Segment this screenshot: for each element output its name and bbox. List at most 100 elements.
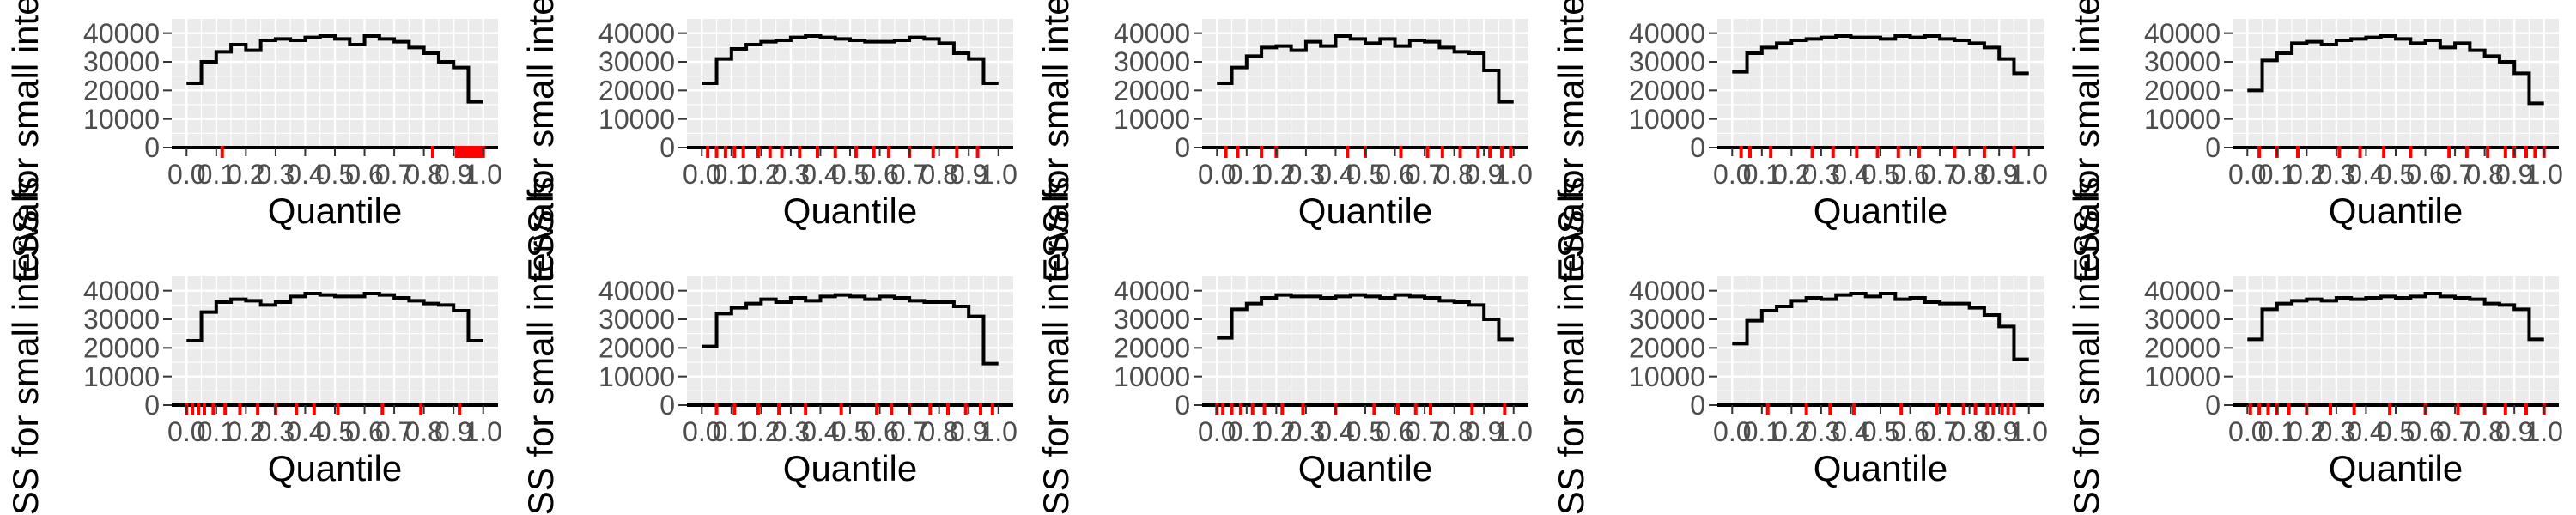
x-tick-label: 0.7 — [890, 416, 928, 447]
y-tick-label: 20000 — [2144, 333, 2221, 364]
x-tick-label: 0.6 — [345, 416, 383, 447]
x-tick-label: 0.2 — [1772, 159, 1810, 190]
panel-9: 0.00.10.20.30.40.50.60.70.80.91.0 0100002… — [1551, 177, 2048, 515]
panel-7: 0.00.10.20.30.40.50.60.70.80.91.0 0100002… — [520, 177, 1018, 515]
x-tick-label: 0.6 — [2406, 159, 2444, 190]
y-tick-label: 20000 — [1629, 76, 1705, 106]
ess-step-line — [186, 292, 483, 342]
x-tick-label: 1.0 — [979, 159, 1017, 190]
y-axis-title: ESS for small intervals — [1036, 0, 1076, 282]
x-tick-label: 0.2 — [2287, 416, 2325, 447]
y-tick-label: 20000 — [598, 76, 675, 106]
y-tick-label: 40000 — [598, 18, 675, 49]
x-tick-label: 0.4 — [286, 159, 324, 190]
x-tick-label: 0.2 — [1257, 159, 1295, 190]
x-tick-label: 0.0 — [167, 159, 205, 190]
x-tick-label: 0.0 — [1198, 416, 1236, 447]
y-axis-title: ESS for small intervals — [520, 177, 561, 515]
y-tick-label: 30000 — [2144, 46, 2221, 77]
x-tick-label: 0.1 — [1228, 416, 1266, 447]
y-axis-title: ESS for small intervals — [1036, 177, 1076, 515]
x-tick-label: 0.1 — [197, 416, 235, 447]
x-tick-label: 0.3 — [1287, 159, 1325, 190]
x-tick-label: 0.3 — [772, 159, 810, 190]
x-tick-label: 0.9 — [1980, 416, 2018, 447]
x-tick-label: 0.3 — [257, 159, 295, 190]
y-tick-label: 40000 — [1114, 18, 1190, 49]
x-tick-label: 0.0 — [1198, 159, 1236, 190]
y-tick-label: 40000 — [1629, 276, 1705, 306]
x-tick-label: 0.9 — [950, 159, 987, 190]
y-tick-label: 30000 — [598, 304, 675, 335]
panel-10: 0.00.10.20.30.40.50.60.70.80.91.0 0100002… — [2066, 177, 2563, 515]
ess-step-line — [702, 293, 999, 366]
x-axis-title: Quantile — [1814, 448, 1947, 488]
y-axis-title: ESS for small intervals — [2066, 0, 2106, 282]
y-tick-label: 20000 — [83, 76, 160, 106]
ess-step-line — [1732, 34, 2029, 76]
y-tick-label: 0 — [1690, 132, 1705, 163]
x-axis-title: Quantile — [1298, 191, 1432, 231]
x-tick-label: 0.6 — [1376, 416, 1413, 447]
x-tick-label: 1.0 — [2009, 416, 2047, 447]
x-tick-label: 0.5 — [2377, 159, 2415, 190]
x-tick-label: 0.1 — [1743, 159, 1781, 190]
x-tick-label: 0.7 — [375, 416, 413, 447]
x-tick-label: 0.4 — [801, 159, 839, 190]
y-tick-label: 30000 — [598, 46, 675, 77]
x-tick-label: 0.8 — [1950, 416, 1988, 447]
y-tick-label: 10000 — [598, 104, 675, 135]
x-tick-label: 1.0 — [2524, 416, 2562, 447]
x-tick-label: 0.0 — [1713, 159, 1751, 190]
ess-step-line — [2247, 292, 2544, 342]
x-tick-label: 0.2 — [227, 159, 264, 190]
y-tick-label: 0 — [659, 390, 675, 421]
x-axis-title: Quantile — [783, 191, 917, 231]
x-tick-label: 0.6 — [860, 416, 898, 447]
x-tick-label: 0.7 — [375, 159, 413, 190]
y-tick-label: 40000 — [1114, 276, 1190, 306]
y-tick-label: 10000 — [1114, 104, 1190, 135]
x-tick-label: 0.2 — [742, 159, 780, 190]
y-tick-label: 0 — [2205, 132, 2221, 163]
y-tick-label: 10000 — [2144, 104, 2221, 135]
y-tick-label: 30000 — [1114, 46, 1190, 77]
x-tick-label: 0.9 — [2495, 159, 2533, 190]
x-axis-title: Quantile — [1814, 191, 1947, 231]
x-tick-label: 0.8 — [920, 416, 957, 447]
x-tick-label: 0.7 — [2436, 159, 2474, 190]
x-tick-label: 0.7 — [890, 159, 928, 190]
x-axis-title: Quantile — [268, 191, 402, 231]
y-tick-label: 10000 — [83, 104, 160, 135]
x-tick-label: 0.6 — [1891, 416, 1929, 447]
x-tick-label: 0.9 — [950, 416, 987, 447]
x-tick-label: 0.4 — [1316, 159, 1354, 190]
x-tick-label: 0.9 — [1465, 416, 1503, 447]
y-tick-label: 0 — [1690, 390, 1705, 421]
x-tick-label: 0.7 — [1406, 416, 1443, 447]
x-tick-label: 0.8 — [1950, 159, 1988, 190]
y-tick-label: 20000 — [2144, 76, 2221, 106]
y-axis-title: ESS for small intervals — [5, 0, 46, 282]
x-tick-label: 0.5 — [316, 159, 354, 190]
ess-step-line — [1217, 293, 1514, 342]
y-tick-label: 30000 — [83, 304, 160, 335]
y-axis-title: ESS for small intervals — [5, 177, 46, 515]
x-tick-label: 0.9 — [434, 416, 472, 447]
x-tick-label: 0.3 — [772, 416, 810, 447]
x-tick-label: 0.7 — [2436, 416, 2474, 447]
x-tick-label: 0.2 — [1257, 416, 1295, 447]
x-tick-label: 0.5 — [1346, 416, 1384, 447]
x-tick-label: 0.3 — [257, 416, 295, 447]
x-tick-label: 0.4 — [1832, 159, 1869, 190]
y-tick-label: 0 — [144, 132, 160, 163]
x-tick-label: 0.1 — [2258, 416, 2296, 447]
x-tick-label: 0.9 — [2495, 416, 2533, 447]
y-tick-label: 30000 — [2144, 304, 2221, 335]
y-tick-label: 20000 — [1114, 76, 1190, 106]
x-tick-label: 0.3 — [2318, 159, 2355, 190]
y-axis-title: ESS for small intervals — [520, 0, 561, 282]
y-tick-label: 10000 — [2144, 361, 2221, 392]
y-tick-label: 40000 — [1629, 18, 1705, 49]
x-tick-label: 0.6 — [1891, 159, 1929, 190]
